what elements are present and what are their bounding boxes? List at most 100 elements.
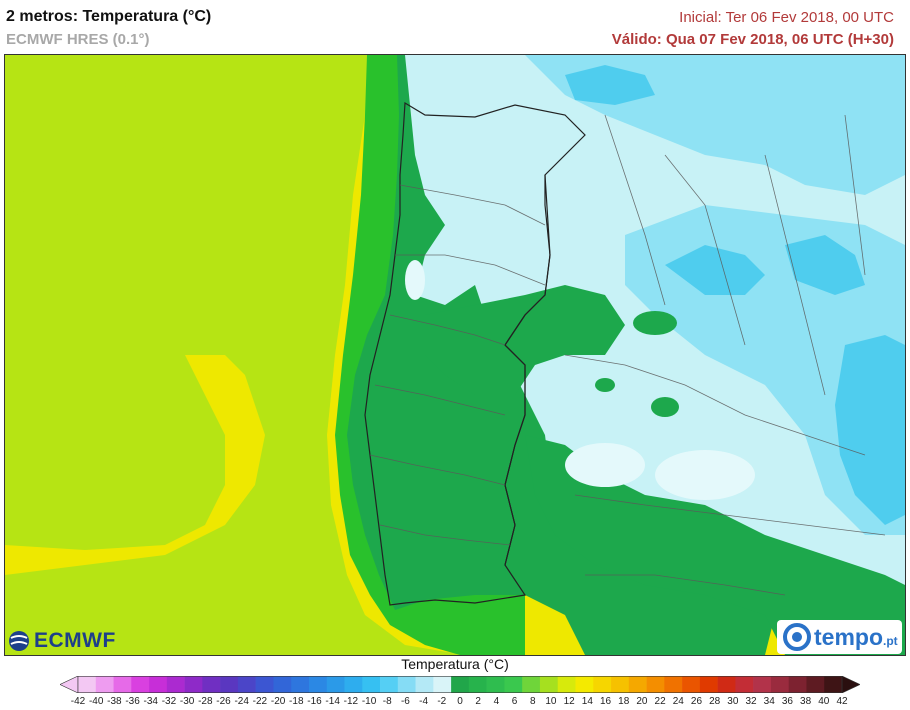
colorbar-swatch xyxy=(468,676,487,693)
colorbar-tick-label: 16 xyxy=(599,696,612,707)
colorbar-tick-label: -24 xyxy=(234,696,249,707)
sea-lobe-1 xyxy=(125,71,245,99)
sea-warm-patch xyxy=(5,355,265,575)
colorbar-swatch xyxy=(646,676,665,693)
cold-patch-deep-3 xyxy=(785,235,865,295)
colorbar-swatch xyxy=(486,676,505,693)
colorbar-tick-label: 30 xyxy=(727,696,739,707)
tempo-logo-text: tempo xyxy=(814,623,883,650)
colorbar-swatch xyxy=(326,676,345,693)
colorbar-swatch xyxy=(628,676,647,693)
colorbar-swatch xyxy=(753,676,772,693)
colorbar-tick-label: 24 xyxy=(672,696,684,707)
colorbar-tick-label: -22 xyxy=(252,696,268,707)
colorbar-swatch xyxy=(380,676,399,693)
colorbar-swatch xyxy=(699,676,718,693)
colorbar-tick-label: -40 xyxy=(88,696,104,707)
colorbar-tick-label: -30 xyxy=(179,696,195,707)
colorbar-swatch xyxy=(344,676,363,693)
ecmwf-logo: ECMWF xyxy=(8,628,128,654)
colorbar-swatch xyxy=(255,676,274,693)
ecmwf-logo-text: ECMWF xyxy=(34,629,116,652)
colorbar-ticks: -42 -40 -38 -36 -34 -32 -30 -28 -26 -24 -22 -20 -18-… xyxy=(0,696,910,710)
coastline xyxy=(364,101,586,606)
temperature-map xyxy=(4,54,906,656)
colorbar-swatch xyxy=(202,676,221,693)
colorbar-swatch xyxy=(451,676,470,693)
model-label: ECMWF HRES (0.1°) xyxy=(6,31,150,48)
valid-time: Válido: Qua 07 Fev 2018, 06 UTC (H+30) xyxy=(611,31,894,48)
sea-lobe-4 xyxy=(95,191,195,219)
colorbar-tick-label: 22 xyxy=(654,696,666,707)
colorbar-tick-label: 28 xyxy=(709,696,721,707)
colorbar-tick-label: 42 xyxy=(836,696,848,707)
colorbar-tick-label: 8 xyxy=(529,696,536,707)
initial-time: Inicial: Ter 06 Fev 2018, 00 UTC xyxy=(679,9,894,26)
colorbar-tick-label: -8 xyxy=(382,696,392,707)
cold-patch-deep-2 xyxy=(665,245,765,295)
colorbar-tick-label: -6 xyxy=(400,696,410,707)
legend-title: Temperatura (°C) xyxy=(401,656,509,672)
colorbar-tick-label: 38 xyxy=(800,696,812,707)
tempo-logo: tempo.pt xyxy=(777,620,902,654)
colorbar-tick-label: 10 xyxy=(545,696,557,707)
colorbar-swatch xyxy=(575,676,594,693)
tempo-logo-icon xyxy=(783,623,811,651)
colorbar-tick-label: 2 xyxy=(475,696,481,707)
colorbar-tick-label: -38 xyxy=(107,696,122,707)
colorbar-swatch xyxy=(664,676,683,693)
colorbar-swatch xyxy=(611,676,630,693)
colorbar-tick-label: 12 xyxy=(563,696,575,707)
colorbar-tick-label: -20 xyxy=(270,696,286,707)
colorbar-swatch xyxy=(806,676,825,693)
sea-lobe-2 xyxy=(85,135,165,155)
temperature-colorbar xyxy=(60,676,860,693)
map-title: 2 metros: Temperatura (°C) xyxy=(6,8,212,25)
colorbar-swatch xyxy=(397,676,416,693)
colorbar-swatch xyxy=(273,676,292,693)
cold-patch-deep-4 xyxy=(565,65,655,105)
colorbar-tick-label: -16 xyxy=(307,696,322,707)
colorbar-swatch xyxy=(433,676,452,693)
tempo-logo-suffix: .pt xyxy=(883,633,898,648)
colorbar-swatch xyxy=(522,676,541,693)
colorbar-swatch xyxy=(113,676,132,693)
colorbar-swatch xyxy=(593,676,612,693)
colorbar-tick-label: -42 xyxy=(70,696,86,707)
colorbar-swatch xyxy=(504,676,523,693)
green-spot-2 xyxy=(651,397,679,417)
white-spot-1 xyxy=(405,260,425,300)
colorbar-swatch xyxy=(308,676,328,693)
colorbar-swatch xyxy=(166,676,185,693)
land-cold-region xyxy=(405,55,905,655)
colorbar-swatch xyxy=(824,676,843,693)
sea-lobe-5 xyxy=(45,349,85,361)
colorbar-swatch xyxy=(735,676,754,693)
colorbar-tick-label: 36 xyxy=(781,696,793,707)
colorbar-swatch xyxy=(415,676,434,693)
colorbar-tick-label: -34 xyxy=(143,696,158,707)
colorbar-swatch xyxy=(788,676,807,693)
colorbar-min-arrow xyxy=(60,676,79,693)
colorbar-tick-label: -26 xyxy=(216,696,231,707)
colorbar-swatch xyxy=(770,676,789,693)
colorbar-tick-label: 4 xyxy=(493,696,500,707)
colorbar-swatch xyxy=(220,676,239,693)
colorbar-max-arrow xyxy=(841,676,860,693)
green-spot-1 xyxy=(633,311,677,335)
colorbar-swatch xyxy=(184,676,203,693)
colorbar-swatch xyxy=(78,676,97,693)
colorbar-tick-label: 20 xyxy=(636,696,648,707)
colorbar-tick-label: 26 xyxy=(690,696,703,707)
colorbar-tick-label: -2 xyxy=(437,696,447,707)
colorbar-tick-label: -12 xyxy=(343,696,359,707)
green-spot-3 xyxy=(595,378,615,392)
colorbar-tick-label: -36 xyxy=(125,696,140,707)
border-portugal-spain xyxy=(504,174,551,566)
colorbar-swatch xyxy=(539,676,559,693)
colorbar-tick-label: -4 xyxy=(419,696,429,707)
colorbar-swatch xyxy=(557,676,576,693)
land-green-central xyxy=(425,285,625,395)
colorbar-tick-label: 40 xyxy=(818,696,830,707)
ecmwf-globe-icon xyxy=(9,631,29,651)
